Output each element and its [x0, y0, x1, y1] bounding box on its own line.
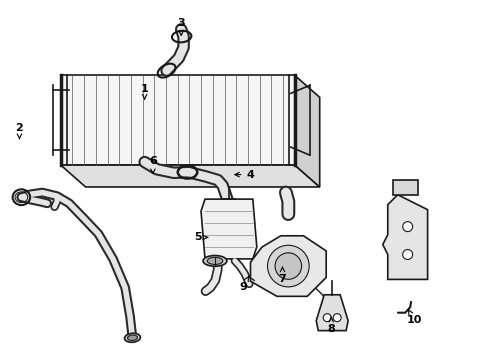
Circle shape [323, 314, 330, 321]
Polygon shape [382, 195, 427, 279]
Text: 4: 4 [234, 170, 254, 180]
Ellipse shape [203, 256, 226, 266]
Ellipse shape [127, 335, 137, 341]
Circle shape [402, 222, 412, 231]
Text: 5: 5 [194, 232, 207, 242]
Polygon shape [61, 165, 319, 187]
Text: 10: 10 [406, 310, 421, 325]
Text: 3: 3 [177, 18, 184, 35]
Text: 7: 7 [278, 267, 286, 284]
Polygon shape [250, 236, 325, 296]
Text: 6: 6 [149, 156, 157, 174]
Circle shape [332, 314, 341, 321]
Polygon shape [61, 75, 294, 165]
Text: 9: 9 [239, 276, 248, 292]
Ellipse shape [207, 257, 222, 265]
Polygon shape [316, 295, 347, 330]
Text: 8: 8 [326, 318, 334, 334]
Polygon shape [201, 199, 256, 259]
Text: 1: 1 [141, 84, 148, 99]
Polygon shape [392, 180, 417, 195]
Text: 2: 2 [16, 123, 23, 139]
Ellipse shape [124, 333, 140, 342]
Circle shape [275, 253, 301, 279]
Circle shape [267, 245, 308, 287]
Circle shape [402, 249, 412, 260]
Polygon shape [294, 75, 319, 187]
